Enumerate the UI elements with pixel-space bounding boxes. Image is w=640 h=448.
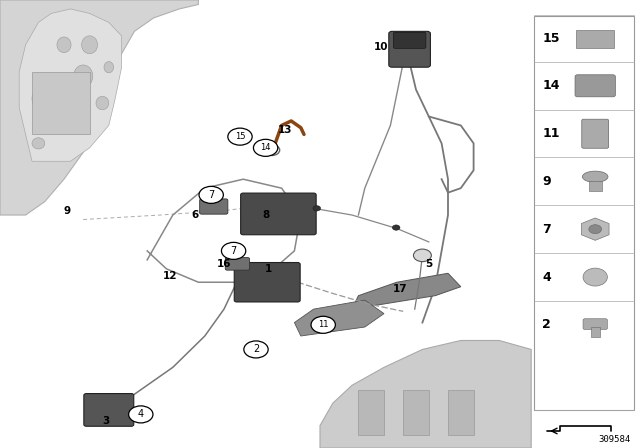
Ellipse shape: [32, 138, 45, 149]
FancyBboxPatch shape: [583, 319, 607, 330]
Polygon shape: [19, 9, 122, 161]
FancyBboxPatch shape: [200, 199, 228, 214]
FancyBboxPatch shape: [241, 193, 316, 235]
Text: 17: 17: [393, 284, 407, 294]
Text: 12: 12: [163, 271, 177, 280]
Ellipse shape: [583, 268, 607, 286]
Circle shape: [199, 186, 223, 203]
Ellipse shape: [78, 102, 88, 113]
Ellipse shape: [74, 65, 93, 87]
Ellipse shape: [32, 85, 58, 112]
FancyBboxPatch shape: [389, 31, 431, 67]
Circle shape: [413, 249, 431, 262]
Text: 6: 6: [191, 210, 199, 220]
FancyBboxPatch shape: [582, 119, 609, 148]
Text: 13: 13: [278, 125, 292, 135]
Text: 10: 10: [374, 42, 388, 52]
Circle shape: [228, 128, 252, 145]
Ellipse shape: [582, 171, 608, 182]
Circle shape: [253, 139, 278, 156]
Circle shape: [129, 406, 153, 423]
FancyBboxPatch shape: [575, 75, 616, 97]
Ellipse shape: [96, 96, 109, 110]
Circle shape: [264, 145, 280, 155]
FancyBboxPatch shape: [225, 258, 250, 270]
Text: 14: 14: [542, 79, 559, 92]
FancyBboxPatch shape: [32, 72, 90, 134]
Text: 9: 9: [542, 175, 550, 188]
Polygon shape: [320, 340, 531, 448]
FancyBboxPatch shape: [393, 32, 426, 48]
Circle shape: [244, 341, 268, 358]
Text: 2: 2: [542, 318, 551, 331]
FancyBboxPatch shape: [591, 327, 600, 337]
Ellipse shape: [51, 83, 64, 96]
Text: 7: 7: [230, 246, 237, 256]
FancyBboxPatch shape: [534, 16, 634, 410]
Text: 5: 5: [425, 259, 433, 269]
Text: 11: 11: [542, 127, 559, 140]
FancyBboxPatch shape: [234, 263, 300, 302]
Polygon shape: [294, 300, 384, 336]
Circle shape: [313, 206, 321, 211]
Text: 3: 3: [102, 416, 109, 426]
Ellipse shape: [104, 61, 114, 73]
Text: 2: 2: [253, 345, 259, 354]
Text: 7: 7: [208, 190, 214, 200]
FancyBboxPatch shape: [448, 390, 474, 435]
FancyBboxPatch shape: [84, 394, 134, 426]
Text: 9: 9: [63, 206, 71, 215]
Text: 4: 4: [542, 271, 551, 284]
Text: 15: 15: [542, 32, 559, 45]
FancyBboxPatch shape: [576, 30, 614, 47]
Text: 11: 11: [318, 320, 328, 329]
Text: 7: 7: [542, 223, 551, 236]
Text: 8: 8: [262, 210, 269, 220]
Text: 16: 16: [217, 259, 231, 269]
Polygon shape: [0, 0, 198, 215]
Text: 15: 15: [235, 132, 245, 141]
Text: 309584: 309584: [598, 435, 630, 444]
FancyBboxPatch shape: [358, 390, 384, 435]
Circle shape: [221, 242, 246, 259]
Polygon shape: [352, 273, 461, 309]
Text: 1: 1: [265, 264, 273, 274]
Circle shape: [392, 225, 400, 230]
FancyBboxPatch shape: [403, 390, 429, 435]
Ellipse shape: [82, 36, 98, 54]
Text: 14: 14: [260, 143, 271, 152]
FancyBboxPatch shape: [589, 181, 602, 191]
Circle shape: [589, 225, 602, 234]
Circle shape: [311, 316, 335, 333]
Ellipse shape: [57, 37, 71, 53]
Text: 4: 4: [138, 409, 144, 419]
Ellipse shape: [56, 112, 72, 130]
